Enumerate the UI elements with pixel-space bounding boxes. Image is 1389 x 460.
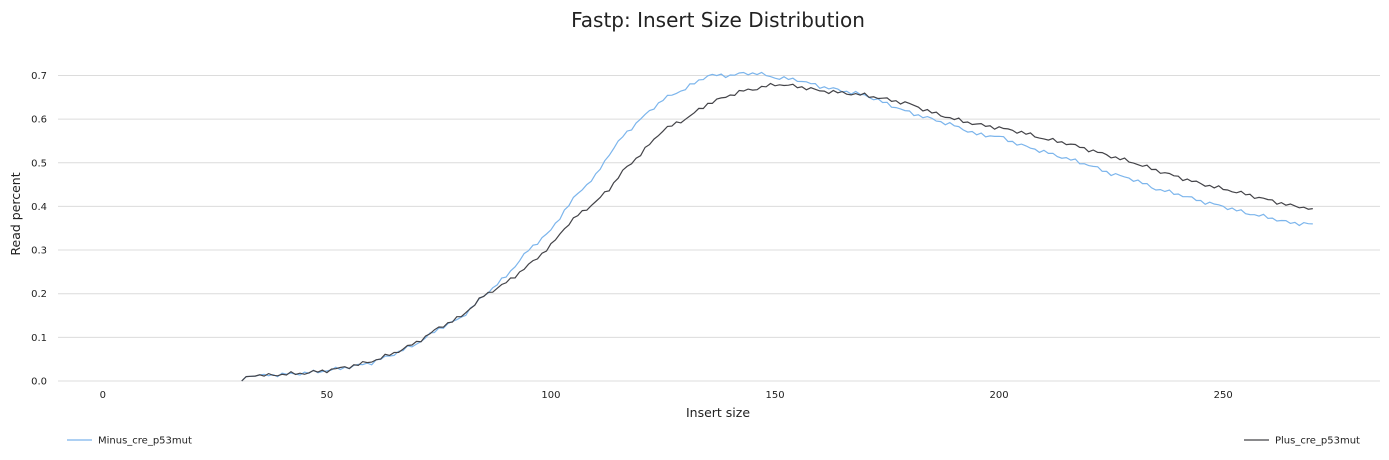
legend[interactable]: Minus_cre_p53mut Plus_cre_p53mut: [67, 436, 1360, 447]
x-axis-ticks: 0 50 100 150 200 250: [100, 390, 1233, 401]
y-axis-ticks: 0.0 0.1 0.2 0.3 0.4 0.5 0.6 0.7: [31, 71, 47, 388]
chart-title: Fastp: Insert Size Distribution: [571, 8, 865, 32]
y-tick-label: 0.1: [31, 333, 47, 344]
gridlines: [58, 74, 1380, 382]
series-lines: [241, 71, 1313, 382]
y-axis-label: Read percent: [8, 172, 23, 255]
y-tick-label: 0.6: [31, 115, 47, 126]
x-axis-label: Insert size: [686, 405, 750, 420]
x-tick-label: 0: [100, 390, 106, 401]
x-tick-label: 250: [1214, 390, 1233, 401]
y-tick-label: 0.3: [31, 246, 47, 257]
y-tick-label: 0.5: [31, 158, 47, 169]
legend-item-label[interactable]: Plus_cre_p53mut: [1275, 436, 1360, 447]
series-line-plus-cre-p53mut: [241, 82, 1313, 382]
y-tick-label: 0.0: [31, 377, 47, 388]
legend-item-label[interactable]: Minus_cre_p53mut: [98, 436, 192, 447]
x-tick-label: 200: [990, 390, 1009, 401]
x-tick-label: 150: [765, 390, 784, 401]
y-tick-label: 0.2: [31, 289, 47, 300]
x-tick-label: 50: [321, 390, 334, 401]
y-tick-label: 0.7: [31, 71, 47, 82]
x-tick-label: 100: [541, 390, 560, 401]
y-tick-label: 0.4: [31, 202, 47, 213]
